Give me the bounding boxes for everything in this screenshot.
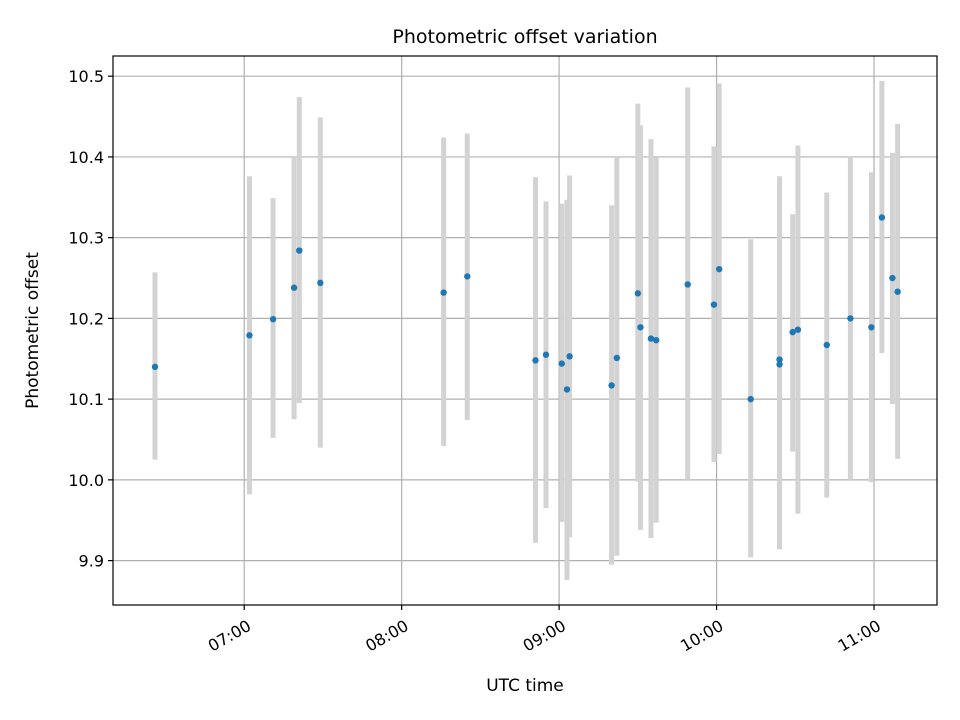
data-point <box>823 341 830 349</box>
data-point <box>776 361 783 368</box>
data-point <box>542 351 550 358</box>
y-tick-label: 10.2 <box>68 309 104 328</box>
x-axis-label: UTC time <box>486 676 564 696</box>
y-axis-ticks: 9.9 10.0 10.1 10.2 10.3 10.4 10.5 <box>68 67 113 571</box>
data-point <box>464 273 471 280</box>
data-point <box>747 395 754 403</box>
data-point <box>151 363 159 371</box>
data-points <box>151 214 901 403</box>
data-point <box>715 265 723 273</box>
data-point <box>868 324 875 331</box>
data-point <box>894 288 901 295</box>
data-point <box>789 328 796 336</box>
data-point <box>566 353 573 360</box>
data-point <box>563 386 571 393</box>
data-point <box>246 332 253 339</box>
data-point <box>613 354 621 362</box>
data-point <box>608 382 615 389</box>
data-point <box>647 335 655 342</box>
data-point <box>776 356 783 363</box>
data-point <box>290 284 298 291</box>
data-point <box>440 289 447 296</box>
y-tick-label: 10.0 <box>68 471 104 490</box>
data-point <box>637 324 644 331</box>
y-tick-label: 10.3 <box>68 229 104 248</box>
y-tick-label: 10.4 <box>68 148 104 167</box>
data-point <box>847 315 854 322</box>
data-point <box>317 279 324 287</box>
data-point <box>269 315 277 323</box>
data-point <box>653 336 660 344</box>
data-point <box>532 357 539 364</box>
data-point <box>296 247 303 254</box>
y-tick-label: 9.9 <box>79 552 104 571</box>
data-point <box>794 326 802 333</box>
data-point <box>634 290 642 297</box>
data-point <box>710 301 718 308</box>
plot-frame <box>112 55 938 606</box>
y-tick-label: 10.1 <box>68 390 104 409</box>
data-point <box>558 360 565 367</box>
data-point <box>878 214 886 221</box>
y-tick-label: 10.5 <box>68 67 104 86</box>
y-axis-label: Photometric offset <box>23 252 43 409</box>
data-point <box>684 281 691 288</box>
chart-title: Photometric offset variation <box>392 26 657 48</box>
data-point <box>889 274 896 282</box>
